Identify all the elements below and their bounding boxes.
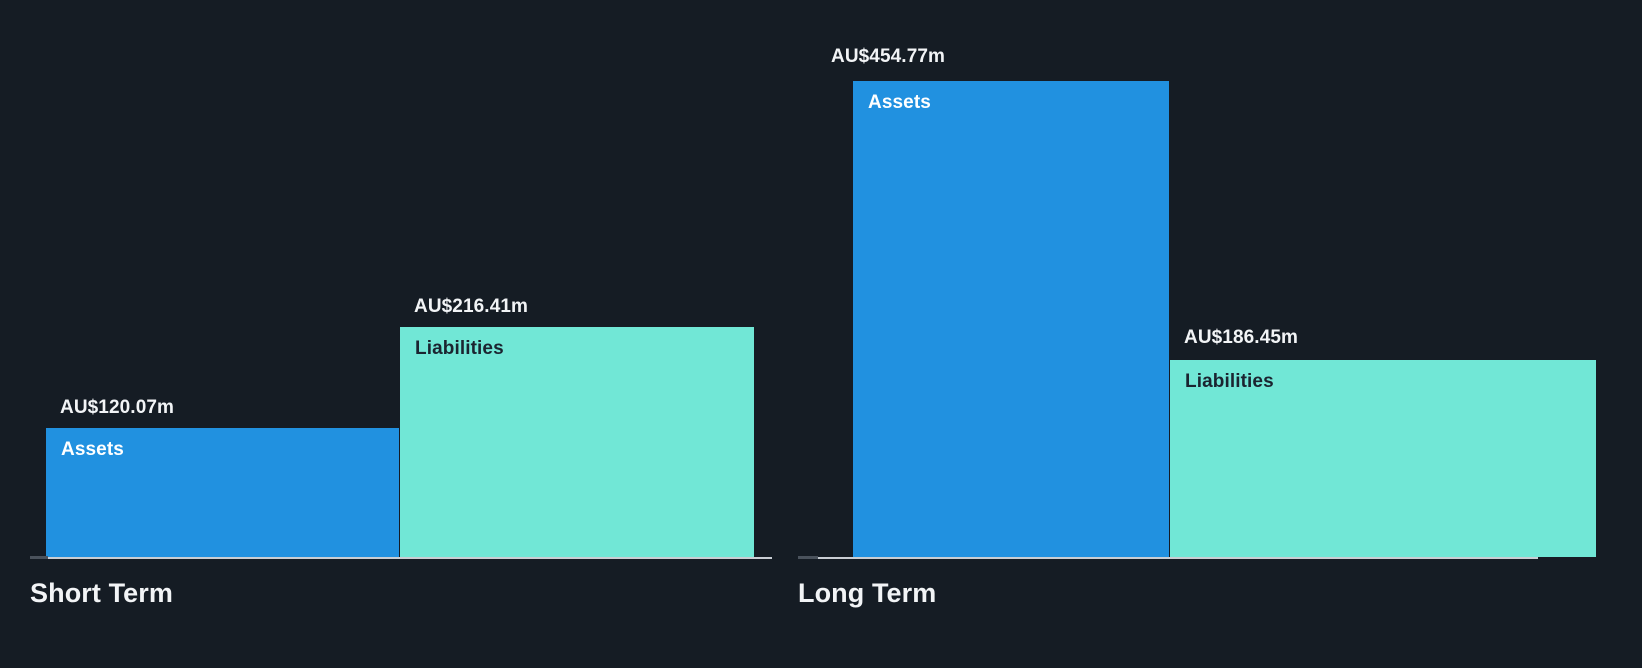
axis-tick-short-term [30, 556, 48, 559]
value-label-short-term-liabilities: AU$216.41m [414, 296, 529, 317]
value-label-short-term-assets: AU$120.07m [60, 397, 175, 418]
bar-label-long-term-liabilities: Liabilities [1185, 371, 1274, 392]
category-label-short-term: Short Term [30, 578, 174, 608]
bar-label-short-term-assets: Assets [61, 439, 124, 460]
bar-long-term-liabilities[interactable]: Liabilities [1170, 360, 1596, 557]
bar-short-term-assets[interactable]: Assets [46, 428, 399, 557]
axis-baseline-long-term [798, 557, 1538, 559]
axis-tick-long-term [798, 556, 818, 559]
bar-label-long-term-assets: Assets [868, 92, 931, 113]
bar-long-term-assets[interactable]: Assets [853, 81, 1169, 557]
value-label-long-term-assets: AU$454.77m [831, 46, 946, 67]
axis-baseline-short-term [30, 557, 772, 559]
bar-short-term-liabilities[interactable]: Liabilities [400, 327, 754, 557]
bar-label-short-term-liabilities: Liabilities [415, 338, 504, 359]
chart-group-short-term: AU$120.07m Assets AU$216.41m Liabilities… [0, 0, 790, 668]
category-label-long-term: Long Term [798, 578, 937, 608]
value-label-long-term-liabilities: AU$186.45m [1184, 327, 1299, 348]
